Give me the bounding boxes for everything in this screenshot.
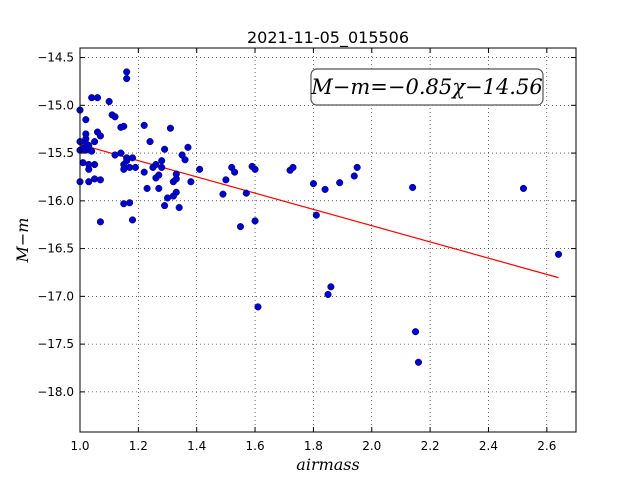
data-point	[309, 180, 317, 188]
plot-frame	[79, 47, 577, 433]
y-tick-label: −15.5	[37, 146, 74, 160]
data-point	[96, 218, 104, 226]
chart-title: 2021-11-05_015506	[247, 28, 409, 48]
data-point	[123, 157, 131, 165]
data-point	[155, 171, 163, 179]
data-point	[91, 160, 99, 169]
data-point	[158, 163, 166, 171]
y-tick-label: −14.5	[37, 51, 74, 65]
x-tick-label: 1.6	[246, 439, 265, 453]
data-point	[91, 175, 99, 183]
y-tick-label: −17.5	[37, 337, 74, 351]
data-point	[254, 303, 262, 311]
y-tick-label: −16.5	[37, 242, 74, 256]
y-tick-label: −17.0	[37, 289, 74, 303]
data-point	[184, 143, 192, 151]
data-point	[251, 217, 259, 225]
data-point	[85, 165, 93, 173]
data-point	[93, 94, 102, 102]
data-point	[96, 132, 104, 140]
x-tick-label: 2.4	[479, 439, 498, 453]
data-point	[409, 183, 417, 192]
data-point	[140, 168, 148, 176]
data-point	[231, 168, 239, 176]
data-point	[251, 165, 259, 173]
data-point	[120, 122, 128, 130]
y-tick-label: −16.0	[37, 194, 74, 208]
data-point	[82, 116, 90, 124]
data-point	[105, 97, 113, 106]
data-point	[91, 138, 99, 146]
data-point	[128, 154, 137, 162]
x-tick-label: 1.4	[187, 439, 206, 453]
data-point	[143, 184, 151, 192]
data-point	[336, 179, 344, 187]
data-point	[152, 160, 160, 169]
data-point	[123, 75, 131, 83]
data-point	[140, 121, 148, 129]
data-point	[85, 178, 93, 186]
data-point	[126, 199, 134, 207]
data-point	[111, 113, 119, 121]
data-point	[175, 203, 183, 212]
y-tick-label: −18.0	[37, 385, 74, 399]
axis-ticks	[79, 48, 576, 432]
y-tick-label: −15.0	[37, 98, 74, 112]
x-tick-labels: 1.0 1.2 1.4 1.6 1.8 2.0 2.2 2.4 2.6	[70, 439, 556, 453]
equation-annotation: M−m=−0.85χ−14.56	[310, 68, 544, 106]
data-point	[321, 185, 329, 193]
data-point	[411, 328, 420, 336]
data-point	[158, 157, 166, 165]
x-tick-label: 1.2	[129, 439, 148, 453]
data-point	[324, 290, 332, 298]
data-point	[350, 172, 358, 180]
data-point	[120, 200, 128, 208]
data-point	[222, 176, 230, 184]
y-axis-label: M−m	[13, 218, 32, 264]
data-point	[312, 211, 320, 219]
data-point	[554, 250, 563, 258]
data-point	[196, 165, 204, 173]
data-point	[117, 149, 125, 157]
x-tick-label: 1.0	[70, 439, 89, 453]
data-point	[88, 147, 96, 155]
data-point	[187, 178, 195, 186]
y-tick-labels: −14.5 −15.0 −15.5 −16.0 −16.5 −17.0 −17.5 −18.0	[37, 51, 74, 399]
x-tick-label: 2.0	[362, 439, 381, 453]
data-point	[161, 145, 169, 153]
data-point	[146, 138, 154, 146]
data-point	[327, 283, 335, 291]
x-tick-label: 2.6	[537, 439, 556, 453]
data-point	[519, 184, 528, 192]
annotation-box	[310, 68, 544, 106]
data-point	[289, 163, 297, 171]
data-point	[161, 202, 169, 210]
data-point	[242, 189, 250, 197]
x-axis-label: airmass	[296, 455, 359, 474]
data-point	[128, 216, 137, 224]
data-point	[172, 175, 180, 183]
data-point	[353, 163, 361, 171]
data-point	[236, 223, 245, 231]
data-point	[414, 358, 422, 366]
data-point	[219, 190, 227, 198]
data-point	[131, 163, 139, 171]
x-tick-label: 2.2	[421, 439, 440, 453]
data-point	[181, 156, 189, 164]
annotation-text: M−m=−0.85χ−14.56	[310, 75, 542, 99]
data-point	[123, 68, 131, 76]
data-point	[172, 188, 180, 196]
data-points	[76, 68, 563, 366]
data-point	[155, 184, 163, 192]
x-tick-label: 1.8	[304, 439, 323, 453]
data-point	[166, 124, 174, 132]
data-point	[96, 176, 104, 184]
